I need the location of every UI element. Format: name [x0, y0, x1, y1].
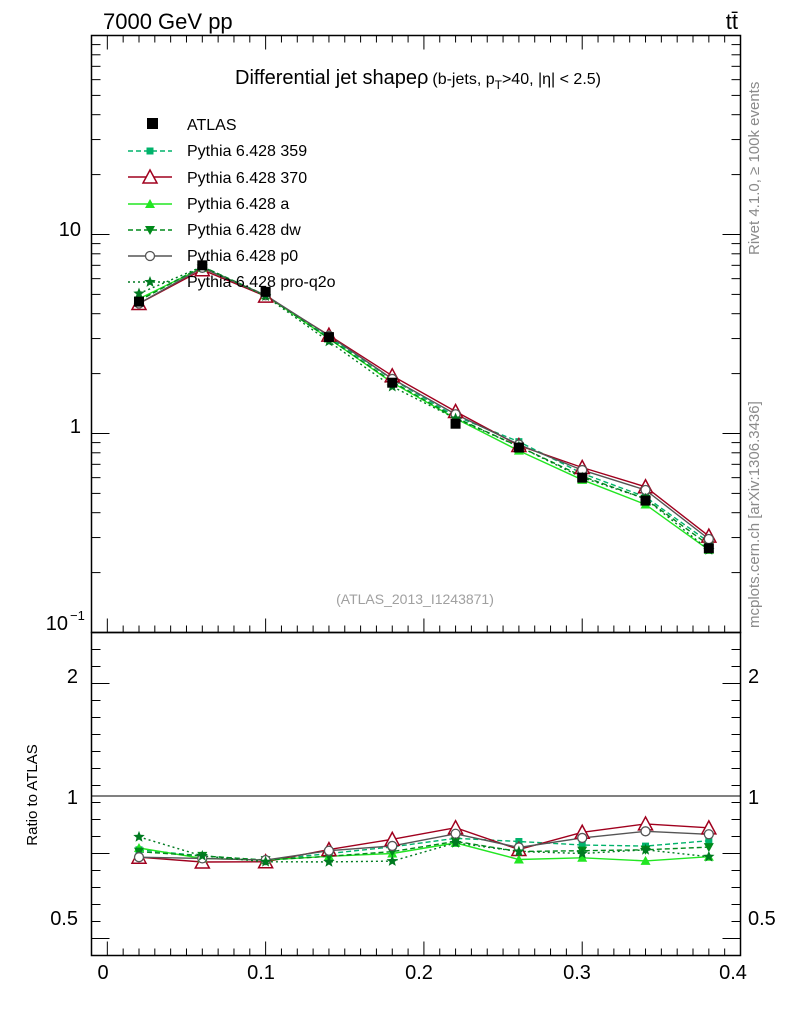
- ratio-line-a: [138, 842, 709, 862]
- main-y-tick-label-1: 1: [70, 416, 81, 438]
- x-tick-label-0.3: 0.3: [563, 962, 591, 984]
- ratio-y-tick-label-right-1: 1: [748, 787, 759, 809]
- ratio-y-tick-label-right-0.5: 0.5: [748, 908, 776, 930]
- ratio-y-tick-label-0.5: 0.5: [50, 908, 78, 930]
- ratio-y-tick-label-2: 2: [67, 666, 78, 688]
- process-label: tt̄: [726, 9, 738, 34]
- x-tick-label-0.2: 0.2: [405, 962, 433, 984]
- ratio-point-359: [578, 841, 586, 849]
- legend-label-359: Pythia 6.428 359: [187, 143, 307, 160]
- title-detail-post: >40, |η| < 2.5): [502, 71, 601, 88]
- analysis-watermark: (ATLAS_2013_I1243871): [336, 591, 494, 607]
- x-tick-label-0: 0: [97, 962, 108, 984]
- ratio-axis-title: Ratio to ATLAS: [24, 744, 41, 845]
- main-y-tick-label-10: 10: [59, 219, 81, 241]
- ratio-line-p0: [138, 830, 709, 861]
- mcplots-label: mcplots.cern.ch [arXiv:1306.3436]: [746, 401, 763, 628]
- data-point-atlas: [640, 495, 651, 506]
- legend: ATLAS Pythia 6.428 359 Pythia 6.428 370 …: [128, 117, 336, 291]
- data-point-atlas: [323, 332, 334, 343]
- legend-label-p0: Pythia 6.428 p0: [187, 248, 298, 265]
- ratio-point-pro-q2o: [576, 847, 588, 859]
- main-y-tick-label-exponent: −1: [70, 608, 85, 623]
- series-line-a: [138, 267, 710, 551]
- title-rho: ρ: [417, 67, 428, 89]
- ratio-point-pro-q2o: [133, 830, 145, 842]
- legend-marker-370: [141, 168, 159, 184]
- legend-samples: [128, 147, 172, 287]
- legend-marker-atlas: [147, 118, 158, 129]
- legend-label-a: Pythia 6.428 a: [187, 196, 289, 213]
- ratio-point-a: [513, 854, 524, 864]
- x-tick-label-0.4: 0.4: [719, 962, 747, 984]
- ratio-point-p0: [450, 828, 461, 839]
- main-y-tick-label-0.1: 10: [46, 613, 68, 635]
- ratio-line-pro-q2o: [138, 836, 709, 863]
- ratio-point-pro-q2o: [323, 855, 335, 867]
- series-line-370: [138, 269, 710, 537]
- title-detail-sub: T: [495, 78, 503, 92]
- ratio-y-tick-label-1: 1: [67, 787, 78, 809]
- legend-label-atlas: ATLAS: [187, 117, 237, 134]
- main-series-group: [130, 260, 718, 555]
- ratio-point-pro-q2o: [449, 836, 462, 848]
- ratio-line-359: [138, 837, 709, 861]
- ratio-y-tick-label-right-2: 2: [748, 666, 759, 688]
- title-main: Differential jet shape: [235, 67, 417, 89]
- ratio-point-p0: [133, 852, 145, 863]
- data-point-atlas: [513, 442, 524, 453]
- ratio-series-group: [130, 815, 718, 869]
- legend-marker-dw: [145, 226, 155, 235]
- series-line-dw: [138, 265, 710, 546]
- series-point-p0: [703, 533, 714, 545]
- x-tick-label-0.1: 0.1: [247, 962, 275, 984]
- legend-marker-p0: [144, 250, 156, 262]
- ratio-point-pro-q2o: [703, 850, 715, 862]
- data-point-atlas: [577, 472, 588, 483]
- series-line-359: [138, 265, 710, 543]
- ratio-point-p0: [387, 840, 398, 852]
- data-point-atlas: [133, 296, 144, 307]
- ratio-point-pro-q2o: [639, 843, 652, 855]
- ratio-point-359: [705, 837, 713, 845]
- series-line-p0: [138, 267, 710, 540]
- legend-label-370: Pythia 6.428 370: [187, 170, 307, 187]
- ratio-point-pro-q2o: [196, 849, 208, 861]
- ratio-point-p0: [323, 845, 335, 856]
- energy-label: 7000 GeV pp: [103, 9, 233, 34]
- ratio-point-pro-q2o: [259, 855, 272, 867]
- ratio-line-370: [138, 823, 709, 863]
- ratio-point-a: [640, 855, 651, 865]
- plot-title: Differential jet shapeρ (b-jets, pT>40, |…: [235, 67, 601, 92]
- legend-label-dw: Pythia 6.428 dw: [187, 222, 301, 239]
- data-point-atlas: [450, 418, 461, 429]
- ratio-point-pro-q2o: [513, 845, 525, 857]
- ratio-point-p0: [640, 826, 651, 837]
- rivet-version-label: Rivet 4.1.0, ≥ 100k events: [746, 82, 763, 255]
- series-line-pro-q2o: [138, 265, 710, 551]
- legend-marker-359: [146, 147, 154, 155]
- title-detail-pre: (b-jets, p: [432, 71, 494, 88]
- data-point-atlas: [387, 377, 398, 388]
- ratio-point-p0: [577, 832, 588, 844]
- axis-ticks: [91, 35, 741, 956]
- legend-marker-a: [145, 199, 155, 208]
- series-point-pro-q2o: [133, 287, 145, 299]
- ratio-point-a: [577, 852, 588, 862]
- data-point-atlas: [197, 260, 208, 271]
- ratio-point-p0: [703, 829, 714, 840]
- ratio-plot-frame: [90, 631, 742, 957]
- legend-marker-pro-q2o: [144, 276, 156, 287]
- ratio-point-pro-q2o: [386, 855, 398, 866]
- ratio-point-dw: [703, 843, 714, 853]
- legend-label-pro-q2o: Pythia 6.428 pro-q2o: [187, 274, 336, 291]
- data-point-atlas: [703, 543, 714, 554]
- data-point-atlas: [260, 286, 271, 297]
